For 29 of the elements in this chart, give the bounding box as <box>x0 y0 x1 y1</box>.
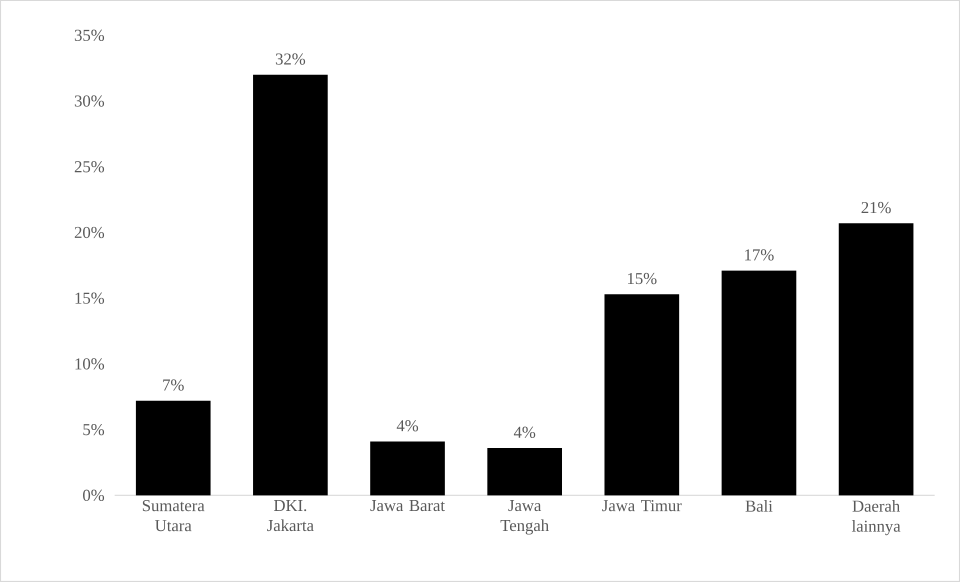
bar <box>370 441 445 496</box>
x-tick-label: Jawa Barat <box>370 500 445 512</box>
y-tick-label: 10% <box>76 358 104 370</box>
x-tick-label: Jawa Timur <box>602 500 682 512</box>
data-label: 4% <box>514 426 536 438</box>
x-tick-label: Jawa Tengah <box>500 500 549 535</box>
data-label: 15% <box>628 272 657 284</box>
y-tick-label: 5% <box>83 424 104 436</box>
data-label: 7% <box>163 379 184 391</box>
x-tick-label: Sumatera Utara <box>142 500 204 532</box>
y-tick-label: 30% <box>74 95 104 107</box>
x-tick-label: DKI. Jakarta <box>267 500 314 532</box>
bar <box>604 294 680 496</box>
bar <box>838 223 914 496</box>
data-label: 21% <box>862 202 891 214</box>
bar <box>722 270 796 496</box>
data-label: 32% <box>276 53 306 65</box>
bar <box>136 400 211 496</box>
x-tick-label: Daerah lainnya <box>852 500 900 536</box>
y-tick-label: 25% <box>74 161 104 172</box>
y-tick-label: 20% <box>74 226 104 238</box>
y-tick-label: 35% <box>74 30 104 41</box>
bar <box>253 74 328 496</box>
data-label: 4% <box>396 420 418 432</box>
bar <box>487 448 562 496</box>
y-tick-label: 0% <box>83 490 104 501</box>
data-label: 17% <box>745 249 774 261</box>
x-tick-label: Bali <box>746 500 773 512</box>
y-tick-label: 15% <box>76 292 104 304</box>
